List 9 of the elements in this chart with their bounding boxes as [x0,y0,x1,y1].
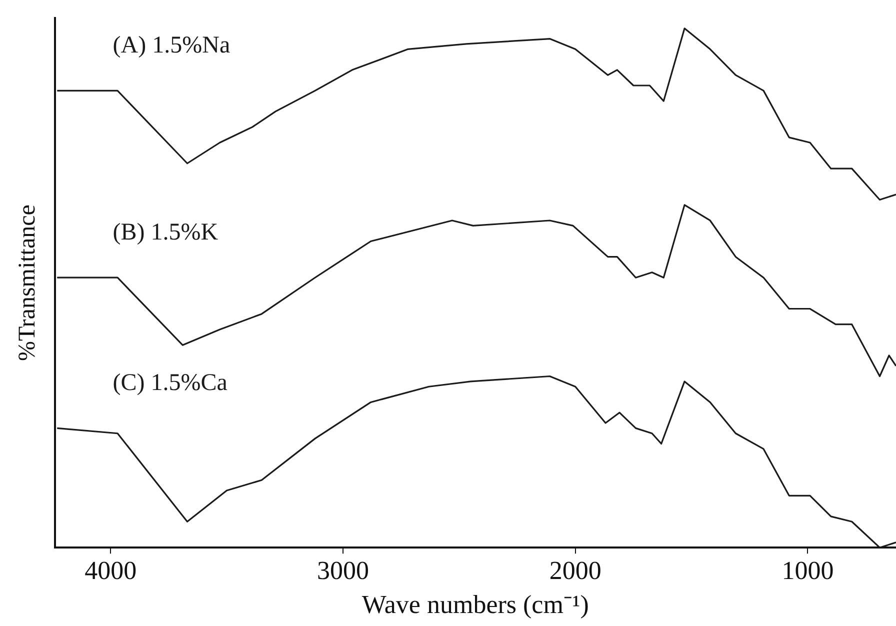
x-tick-label: 2000 [549,556,602,586]
series-label: (A) 1.5%Na [112,32,230,59]
series-label: (C) 1.5%Ca [112,370,228,396]
x-tick-label: 3000 [316,556,369,586]
series-label: (B) 1.5%K [112,220,219,246]
x-tick-label: 1000 [782,556,834,586]
y-axis-title: %Transmittance [14,204,41,362]
x-axis-title: Wave numbers (cm⁻¹) [362,590,589,620]
x-tick-label: 4000 [84,556,137,586]
